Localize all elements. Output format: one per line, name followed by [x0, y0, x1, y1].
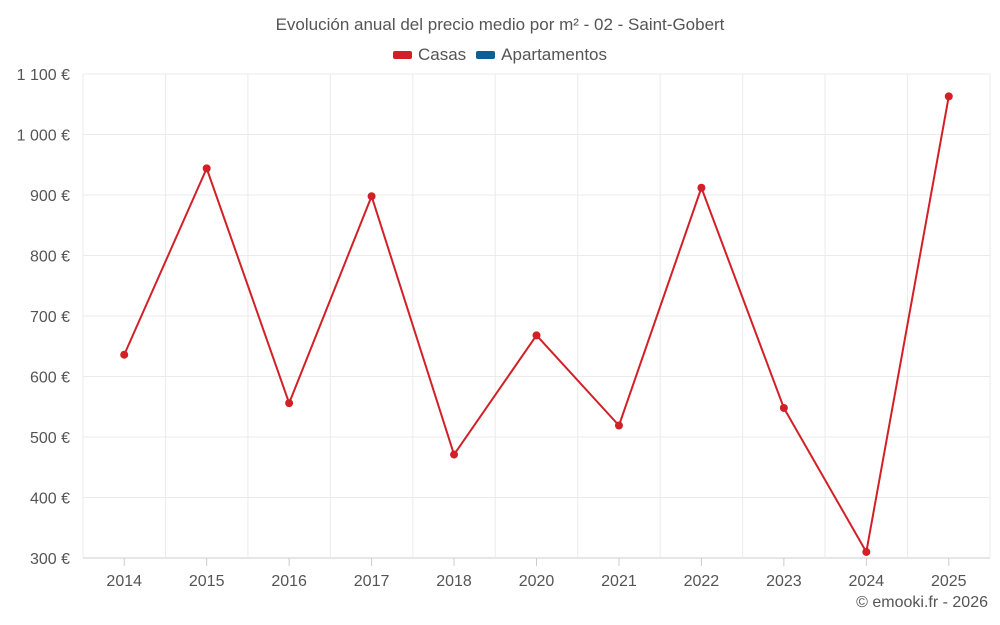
x-tick-label: 2020 — [519, 573, 555, 590]
x-tick-label: 2018 — [436, 573, 472, 590]
y-tick-label: 1 100 € — [17, 67, 70, 84]
y-tick-label: 600 € — [30, 370, 70, 387]
data-point — [285, 399, 294, 408]
data-point — [862, 547, 871, 556]
chart-title: Evolución anual del precio medio por m² … — [275, 15, 725, 34]
credit-text: © emooki.fr - 2026 — [856, 594, 988, 611]
data-point — [532, 331, 541, 340]
y-tick-label: 400 € — [30, 491, 70, 508]
legend-swatch-casas — [392, 51, 412, 59]
data-point — [614, 421, 623, 430]
x-tick-label: 2015 — [189, 573, 225, 590]
y-tick-label: 1 000 € — [17, 128, 70, 145]
x-tick-label: 2023 — [766, 573, 802, 590]
data-point — [120, 350, 129, 359]
x-tick-label: 2016 — [271, 573, 307, 590]
data-point — [779, 403, 788, 412]
legend-swatch-apartamentos — [476, 51, 496, 59]
legend-label-casas: Casas — [417, 45, 467, 64]
legend-label-apartamentos: Apartamentos — [501, 45, 608, 64]
data-point — [202, 164, 211, 173]
x-tick-label: 2022 — [684, 573, 720, 590]
y-tick-label: 700 € — [30, 309, 70, 326]
legend: Casas Apartamentos — [0, 45, 1000, 65]
data-point — [367, 192, 376, 201]
x-tick-label: 2025 — [931, 573, 967, 590]
x-tick-label: 2024 — [849, 573, 885, 590]
x-tick-label: 2021 — [601, 573, 637, 590]
legend-item-casas[interactable]: Casas — [392, 45, 467, 65]
data-point — [697, 183, 706, 192]
y-tick-label: 800 € — [30, 249, 70, 266]
x-tick-label: 2017 — [354, 573, 390, 590]
legend-item-apartamentos[interactable]: Apartamentos — [476, 45, 607, 65]
y-tick-label: 900 € — [30, 188, 70, 205]
y-tick-label: 500 € — [30, 430, 70, 447]
data-point — [450, 450, 459, 459]
x-tick-label: 2014 — [106, 573, 142, 590]
data-point — [944, 92, 953, 101]
y-tick-label: 300 € — [30, 551, 70, 568]
